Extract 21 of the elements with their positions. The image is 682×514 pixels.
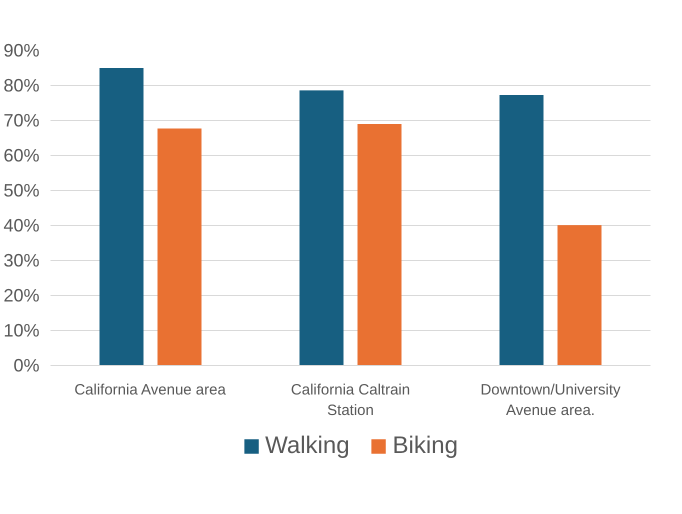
bar (558, 225, 602, 366)
legend-label: Biking (392, 432, 458, 460)
y-tick-label: 70% (3, 110, 40, 130)
y-tick-label: 80% (3, 76, 40, 96)
x-tick-label: Downtown/University Avenue area. (480, 382, 622, 419)
y-tick-label: 60% (3, 146, 40, 166)
y-tick-label: 50% (3, 180, 40, 200)
bar (300, 90, 344, 366)
bar (358, 124, 402, 366)
y-tick-label: 10% (3, 320, 40, 340)
legend-label: Walking (265, 432, 350, 460)
y-tick-label: 20% (3, 286, 40, 306)
y-tick-label: 90% (3, 40, 40, 60)
y-tick-label: 30% (3, 250, 40, 270)
bar (500, 94, 544, 366)
x-tick-label: California Caltrain Station (290, 382, 410, 419)
bar (100, 68, 144, 366)
y-tick-label: 0% (13, 356, 40, 376)
bar (158, 128, 202, 366)
x-tick-label: California Avenue area (74, 382, 226, 398)
y-tick-label: 40% (3, 216, 40, 236)
